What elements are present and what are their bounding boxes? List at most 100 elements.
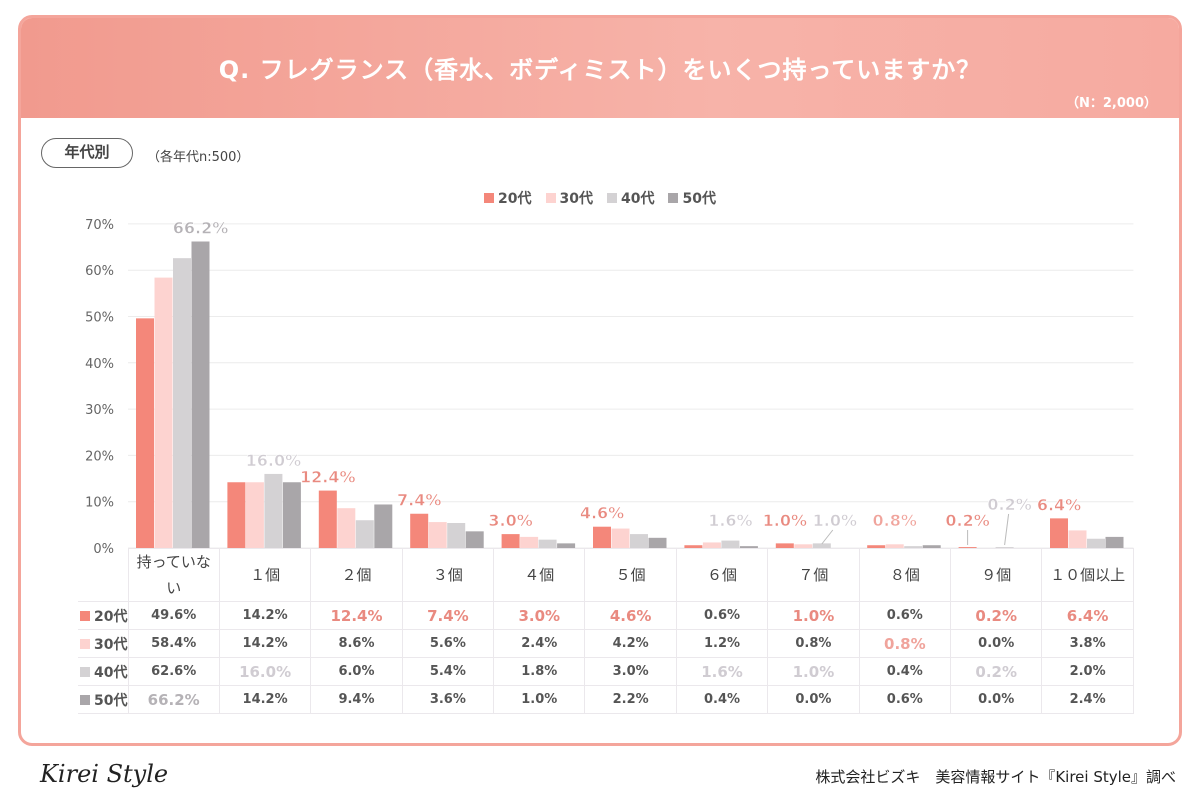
legend-label: 20代 — [498, 191, 532, 207]
legend-item: 20代 — [484, 188, 532, 208]
table-cell: 2.4% — [493, 629, 586, 658]
leader-line — [821, 529, 834, 545]
y-tick-label: 60% — [85, 264, 114, 279]
table-cell: 14.2% — [218, 685, 312, 714]
table-row: 50代 66.2% 14.2% 9.4% 3.6% 1.0% 2.2% 0.4% 0.0% 0.6… — [78, 685, 1134, 714]
bar — [501, 534, 520, 548]
data-label: 1.6% — [708, 511, 752, 530]
table-cell: 49.6% — [127, 601, 220, 630]
series-swatch — [80, 638, 90, 649]
bar — [136, 318, 154, 548]
table-cell: 66.2% — [127, 685, 220, 714]
table-cell: 58.4% — [127, 629, 220, 658]
y-tick-label: 70% — [85, 218, 114, 233]
table-cell: 2.0% — [1041, 657, 1134, 686]
series-swatch — [80, 666, 90, 677]
category-header: １個 — [218, 548, 312, 602]
data-label: 0.8% — [873, 511, 917, 530]
bar — [739, 546, 758, 548]
legend: 20代 30代 40代 50代 — [21, 188, 1179, 208]
bar — [410, 513, 429, 548]
series-label: 30代 — [78, 629, 129, 658]
legend-swatch — [545, 193, 556, 203]
bar — [867, 545, 886, 548]
data-label: 4.6% — [580, 504, 624, 523]
data-label: 66.2% — [173, 218, 229, 237]
legend-swatch — [607, 193, 617, 203]
series-name: 30代 — [94, 636, 128, 653]
data-label: 7.4% — [397, 491, 441, 510]
bar — [264, 473, 283, 548]
y-tick-label: 0% — [93, 542, 114, 557]
data-label: 1.0% — [763, 511, 807, 530]
table-cell: 0.0% — [767, 685, 860, 714]
category-header: ２個 — [310, 548, 403, 602]
table-cell: 1.2% — [675, 629, 769, 658]
table-cell: 1.6% — [675, 657, 769, 686]
table-cell: 2.4% — [1041, 685, 1134, 714]
bar — [775, 543, 794, 548]
table-cell: 1.8% — [493, 657, 586, 686]
bar — [337, 508, 356, 548]
leader-line — [1004, 513, 1010, 546]
data-label: 12.4% — [300, 468, 356, 487]
series-name: 40代 — [94, 664, 128, 681]
table-cell: 5.6% — [401, 629, 495, 658]
table-cell: 6.0% — [310, 657, 403, 686]
table-cell: 1.0% — [493, 685, 586, 714]
sample-size: （N：2,000） — [1065, 96, 1157, 111]
table-cell: 1.0% — [767, 601, 860, 630]
bar — [904, 546, 923, 548]
series-name: 20代 — [94, 608, 128, 625]
table-cell: 3.8% — [1041, 629, 1134, 658]
bar — [1068, 530, 1087, 548]
y-tick-label: 50% — [85, 311, 114, 326]
bar — [794, 544, 813, 548]
table-cell: 0.4% — [675, 685, 769, 714]
table-row: 20代 49.6% 14.2% 12.4% 7.4% 3.0% 4.6% 0.6% 1.0% 0.… — [78, 601, 1134, 630]
bar — [1105, 536, 1124, 548]
bar — [355, 520, 374, 548]
table-cell: 0.8% — [767, 629, 860, 658]
table-cell: 4.2% — [584, 629, 677, 658]
series-swatch — [80, 694, 90, 705]
y-tick-label: 30% — [85, 403, 114, 418]
table-cell: 0.6% — [858, 601, 952, 630]
bar — [374, 504, 393, 548]
table-cell: 16.0% — [218, 657, 312, 686]
table-cell: 0.0% — [950, 629, 1043, 658]
y-tick-label: 10% — [85, 496, 114, 511]
category-header: ３個 — [401, 548, 495, 602]
bar — [318, 490, 337, 548]
category-header: ９個 — [950, 548, 1043, 602]
data-table: 持っていない １個 ２個 ３個 ４個 ５個 ６個 ７個 ８個 ９個 １０個以上 20代 49.6% 14.… — [78, 548, 1134, 714]
bar — [812, 543, 831, 548]
table-cell: 0.6% — [858, 685, 952, 714]
header-band: Q. フレグランス（香水、ボディミスト）をいくつ持っていますか？ （N：2,00… — [21, 18, 1179, 118]
legend-item: 40代 — [607, 188, 654, 208]
bar — [593, 526, 611, 548]
legend-swatch — [484, 193, 495, 203]
table-cell: 9.4% — [310, 685, 403, 714]
table-cell: 62.6% — [127, 657, 220, 686]
table-cell: 0.6% — [675, 601, 769, 630]
data-label: 6.4% — [1037, 495, 1081, 514]
table-cell: 4.6% — [584, 601, 677, 630]
bar — [958, 547, 977, 548]
category-header: ６個 — [675, 548, 769, 602]
chart-title: Q. フレグランス（香水、ボディミスト）をいくつ持っていますか？ — [218, 56, 982, 84]
bar — [684, 545, 703, 548]
legend-swatch — [668, 193, 679, 203]
series-label: 20代 — [78, 601, 129, 630]
table-cell: 0.4% — [858, 657, 952, 686]
category-header: ４個 — [493, 548, 586, 602]
table-cell: 8.6% — [310, 629, 403, 658]
legend-label: 30代 — [559, 191, 593, 207]
table-cell: 3.6% — [401, 685, 495, 714]
table-cell: 3.0% — [493, 601, 586, 630]
bar — [245, 482, 264, 548]
data-label: 3.0% — [488, 511, 532, 530]
category-header: １０個以上 — [1041, 548, 1134, 602]
bar — [557, 543, 576, 548]
table-cell: 5.4% — [401, 657, 495, 686]
